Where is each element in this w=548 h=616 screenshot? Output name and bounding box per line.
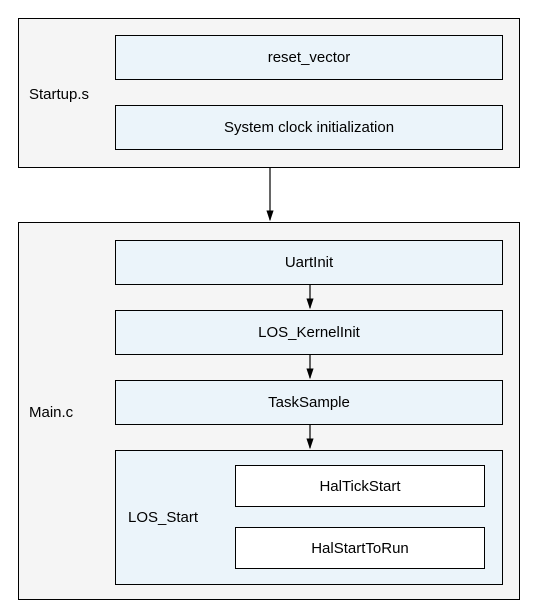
box-tasksample: TaskSample xyxy=(115,380,503,425)
label-startup: Startup.s xyxy=(29,19,89,169)
label-haltickstart: HalTickStart xyxy=(319,478,400,495)
label-halstarttorun: HalStartToRun xyxy=(311,540,409,557)
box-haltickstart: HalTickStart xyxy=(235,465,485,507)
box-kernelinit: LOS_KernelInit xyxy=(115,310,503,355)
box-sys-clock: System clock initialization xyxy=(115,105,503,150)
box-uartinit: UartInit xyxy=(115,240,503,285)
label-kernelinit: LOS_KernelInit xyxy=(258,324,360,341)
label-los-start: LOS_Start xyxy=(128,509,198,526)
label-sys-clock: System clock initialization xyxy=(224,119,394,136)
label-tasksample: TaskSample xyxy=(268,394,350,411)
label-uartinit: UartInit xyxy=(285,254,333,271)
box-reset-vector: reset_vector xyxy=(115,35,503,80)
label-main: Main.c xyxy=(29,223,73,601)
box-halstarttorun: HalStartToRun xyxy=(235,527,485,569)
label-reset-vector: reset_vector xyxy=(268,49,351,66)
